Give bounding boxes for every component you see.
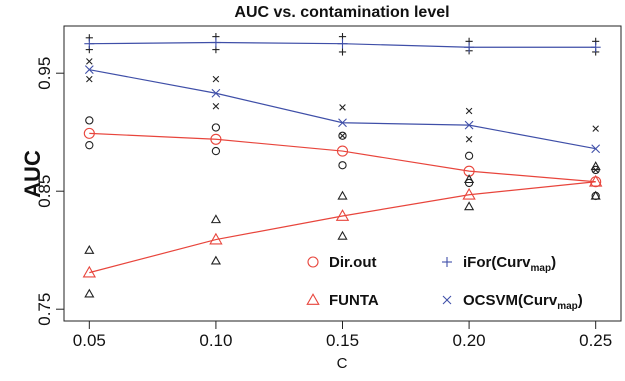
replicate-point: [339, 132, 346, 140]
mean-point: [83, 127, 95, 139]
y-axis-label: AUC: [20, 150, 45, 198]
series-ifor-curv: [84, 33, 601, 56]
x-axis-label: C: [337, 355, 348, 372]
mean-point: [338, 118, 347, 128]
replicate-point: [210, 214, 221, 224]
replicate-point: [86, 58, 93, 65]
x-tick-label: 0.20: [453, 331, 486, 350]
replicate-point: [84, 288, 95, 298]
replicate-point: [338, 161, 347, 170]
replicate-point: [592, 166, 599, 174]
replicate-point: [465, 136, 473, 143]
mean-point: [209, 232, 223, 245]
legend-label: FUNTA: [329, 292, 379, 309]
mean-point: [335, 209, 350, 221]
replicate-point: [464, 174, 475, 184]
x-tick-label: 0.25: [579, 331, 612, 350]
mean-point: [336, 145, 349, 157]
replicate-point: [464, 201, 475, 211]
legend-marker: [442, 295, 452, 305]
axes: 0.05 0.10 0.15 0.20 0.25 0.75 0.85 0.95: [35, 57, 612, 350]
mean-point: [337, 38, 348, 49]
legend-item: Dir.out: [307, 254, 377, 271]
series-ocsvm-curv: [84, 58, 601, 174]
legend-label: iFor(Curvmap): [463, 254, 556, 274]
series-layer: [82, 33, 603, 298]
legend: Dir.out FUNTA iFor(Curvmap) OCSVM(Curvmap): [306, 254, 583, 312]
plot-frame: [63, 25, 622, 322]
replicate-point: [339, 104, 346, 111]
y-tick-label: 0.95: [35, 57, 54, 90]
legend-marker: [307, 256, 319, 268]
replicate-point: [85, 116, 94, 125]
replicate-point: [211, 123, 221, 132]
replicate-point: [211, 146, 221, 156]
replicate-point: [590, 190, 601, 200]
replicate-point: [86, 75, 93, 83]
mean-point: [210, 133, 222, 145]
replicate-point: [210, 255, 221, 265]
mean-point: [210, 37, 221, 48]
replicate-point: [592, 125, 599, 132]
x-tick-label: 0.05: [73, 331, 106, 350]
chart-title: AUC vs. contamination level: [234, 4, 449, 21]
series-line: [89, 132, 596, 183]
mean-point: [588, 174, 603, 187]
series-line: [89, 181, 596, 274]
replicate-point: [85, 141, 94, 150]
legend-label: OCSVM(Curvmap): [463, 292, 583, 312]
replicate-point: [464, 151, 474, 160]
legend-label: Dir.out: [329, 254, 377, 271]
x-tick-label: 0.15: [326, 331, 359, 350]
y-tick-label: 0.75: [35, 293, 54, 326]
legend-item: iFor(Curvmap): [442, 254, 556, 274]
series-funta: [82, 161, 603, 298]
legend-item: FUNTA: [306, 292, 379, 309]
y-tick-label: 0.85: [35, 175, 54, 208]
mean-point: [84, 38, 95, 49]
replicate-point: [337, 230, 348, 240]
mean-point: [84, 65, 94, 75]
x-tick-label: 0.10: [199, 331, 232, 350]
series-dir-out: [83, 116, 602, 201]
replicate-point: [212, 75, 220, 83]
mean-point: [462, 187, 476, 200]
mean-point: [464, 120, 474, 130]
replicate-point: [338, 131, 347, 140]
mean-point: [590, 42, 601, 53]
legend-marker: [442, 257, 452, 267]
replicate-point: [84, 244, 95, 254]
mean-point: [211, 88, 221, 98]
mean-point: [591, 144, 601, 154]
replicate-point: [465, 107, 473, 115]
legend-item: OCSVM(Curvmap): [442, 292, 583, 312]
replicate-point: [337, 190, 348, 200]
replicate-point: [338, 48, 347, 56]
replicate-point: [212, 102, 220, 110]
mean-point: [82, 265, 97, 278]
legend-marker: [306, 293, 320, 305]
mean-point: [464, 42, 475, 53]
